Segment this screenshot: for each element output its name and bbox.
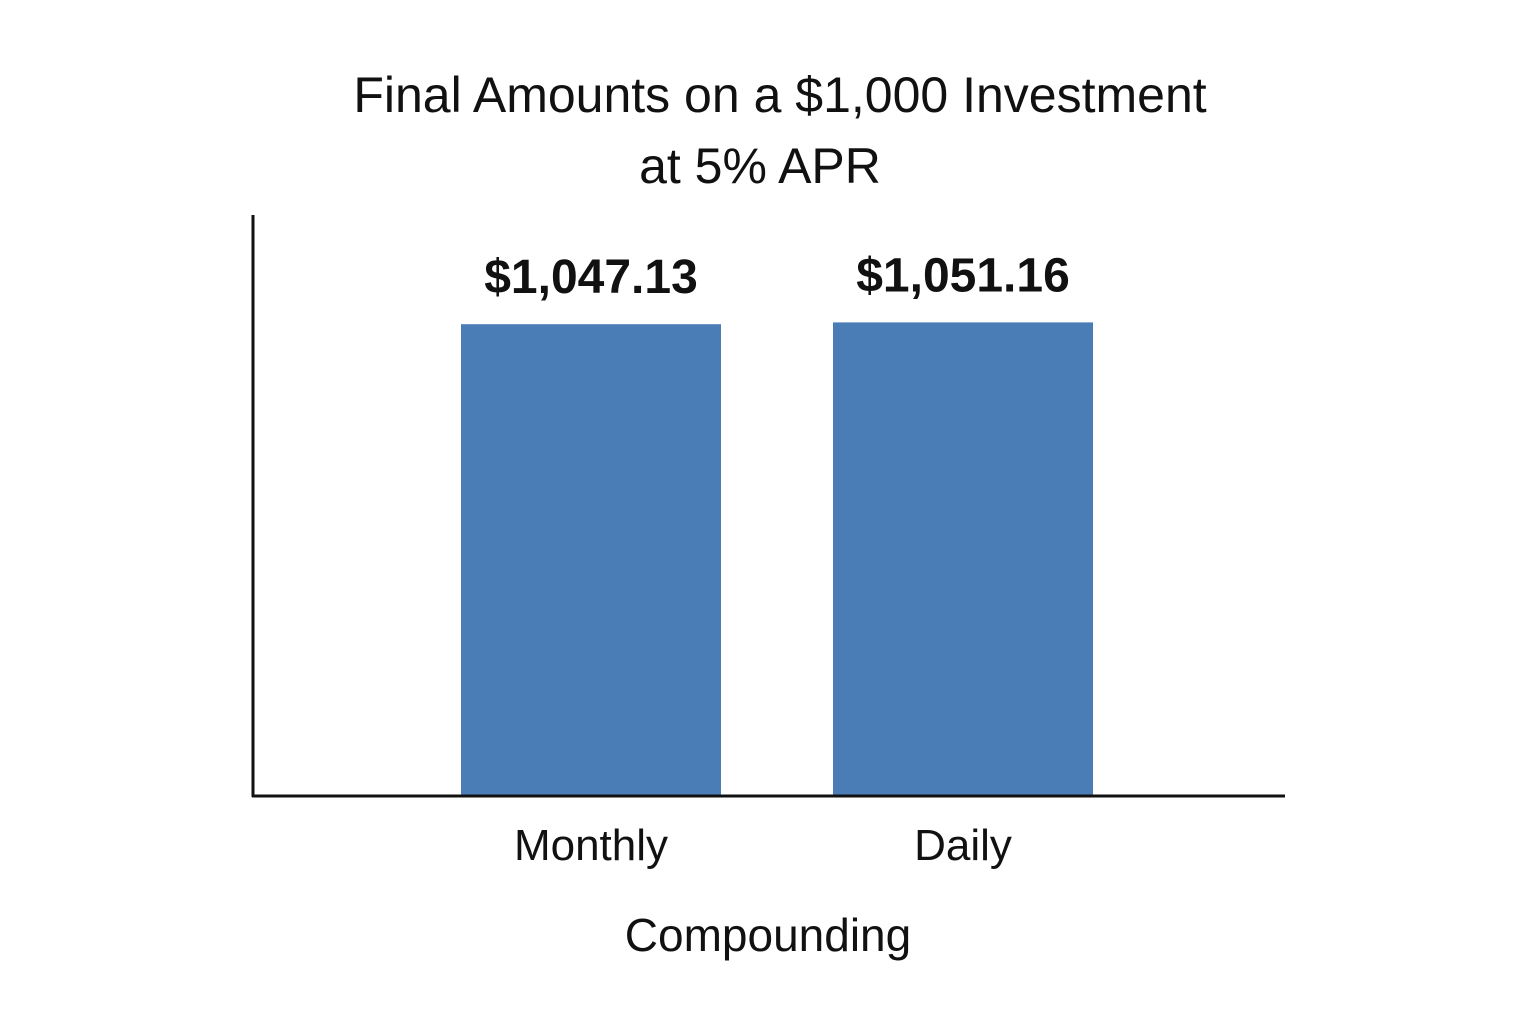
bars-group (461, 322, 1093, 795)
chart-title-line-2: at 5% APR (639, 138, 881, 194)
chart-title-line-1: Final Amounts on a $1,000 Investment (353, 67, 1206, 123)
x-axis-title: Compounding (625, 909, 911, 961)
value-labels-group: $1,047.13 $1,051.16 (484, 249, 1070, 304)
value-label-monthly: $1,047.13 (484, 251, 698, 304)
bar-monthly (461, 324, 721, 795)
x-tick-label-monthly: Monthly (514, 821, 668, 870)
bar-daily (833, 322, 1093, 795)
x-tick-label-daily: Daily (914, 821, 1012, 870)
x-tick-labels-group: Monthly Daily (514, 821, 1012, 870)
chart-title: Final Amounts on a $1,000 Investment at … (353, 67, 1206, 194)
value-label-daily: $1,051.16 (856, 249, 1070, 302)
